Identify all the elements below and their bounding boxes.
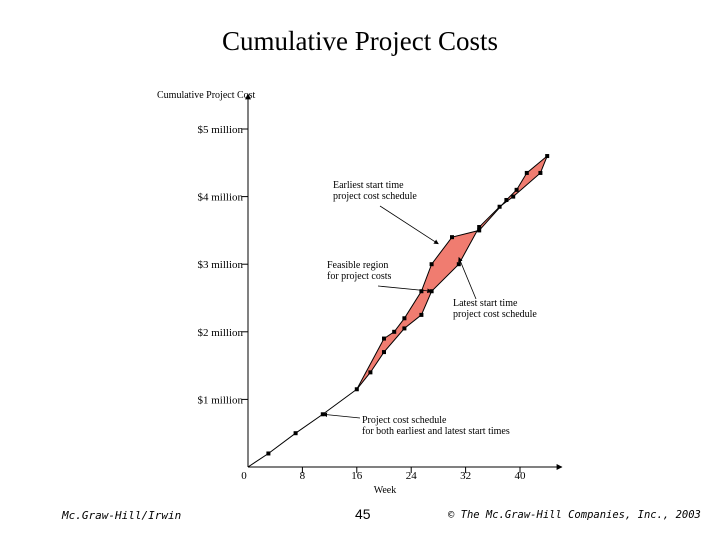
y-axis-title: Cumulative Project Cost [157, 90, 256, 101]
latest-data-point [382, 350, 386, 355]
latest-data-point [402, 326, 407, 331]
earliest-data-point [524, 170, 529, 175]
x-tick-label: 40 [515, 470, 527, 482]
slide-title: Cumulative Project Costs [222, 26, 498, 56]
x-tick-label: 8 [300, 470, 306, 482]
earliest-data-point [419, 289, 424, 294]
feasible-region-annotation-text: Feasible region [327, 260, 388, 271]
feasible-region-annotation-arrow [377, 285, 433, 294]
y-tick-label: $2 million [197, 327, 243, 339]
earliest-data-point [450, 235, 454, 240]
common-schedule-annotation-text: Project cost schedule [362, 415, 447, 426]
x-tick-label: 32 [460, 470, 471, 482]
earliest-start-annotation-text: Earliest start time [333, 180, 404, 191]
latest-data-point [456, 262, 461, 267]
earliest-data-point [392, 329, 397, 334]
latest-data-point [477, 225, 482, 230]
earliest-data-point [545, 154, 550, 159]
latest-data-point [368, 370, 373, 375]
earliest-data-point [429, 262, 434, 267]
earliest-start-annotation-text: project cost schedule [333, 191, 417, 202]
y-tick-label: $5 million [197, 124, 243, 136]
common-cost-line [247, 388, 358, 468]
feasible-region-annotation-text: for project costs [327, 271, 392, 282]
earliest-data-point [382, 336, 386, 341]
latest-start-annotation-text: project cost schedule [453, 309, 537, 320]
earliest-start-annotation-arrow [379, 205, 439, 245]
latest-start-annotation-arrow [458, 256, 477, 300]
latest-data-point [511, 194, 516, 199]
y-tick-label: $4 million [197, 192, 243, 204]
common-data-point [293, 431, 298, 436]
earliest-data-point [514, 187, 519, 192]
common-schedule-annotation-text: for both earliest and latest start times [362, 426, 510, 437]
common-data-point [354, 387, 359, 392]
x-tick-label: 16 [351, 470, 363, 482]
x-tick-label: 24 [406, 470, 418, 482]
latest-data-point [538, 170, 543, 175]
latest-data-point [497, 204, 502, 209]
earliest-data-point [477, 228, 482, 233]
feasible-region [356, 156, 548, 390]
copyright: © The Mc.Graw-Hill Companies, Inc., 2003 [448, 509, 701, 521]
latest-data-point [419, 312, 424, 317]
y-tick-label: $3 million [197, 259, 243, 271]
page-number: 45 [355, 506, 371, 522]
x-tick-label: 0 [241, 470, 247, 482]
y-tick-label: $1 million [197, 394, 243, 406]
earliest-data-point [504, 197, 509, 202]
common-schedule-annotation-arrow [322, 412, 361, 419]
common-data-point [266, 451, 271, 456]
cumulative-cost-chart: Cumulative Project Cost Week $1 million $2 … [157, 90, 563, 496]
earliest-data-point [402, 316, 407, 321]
latest-start-line [356, 155, 548, 390]
x-axis-title: Week [374, 485, 397, 496]
footer-publisher: Mc.Graw-Hill/Irwin [62, 509, 182, 522]
latest-start-annotation-text: Latest start time [453, 298, 518, 309]
